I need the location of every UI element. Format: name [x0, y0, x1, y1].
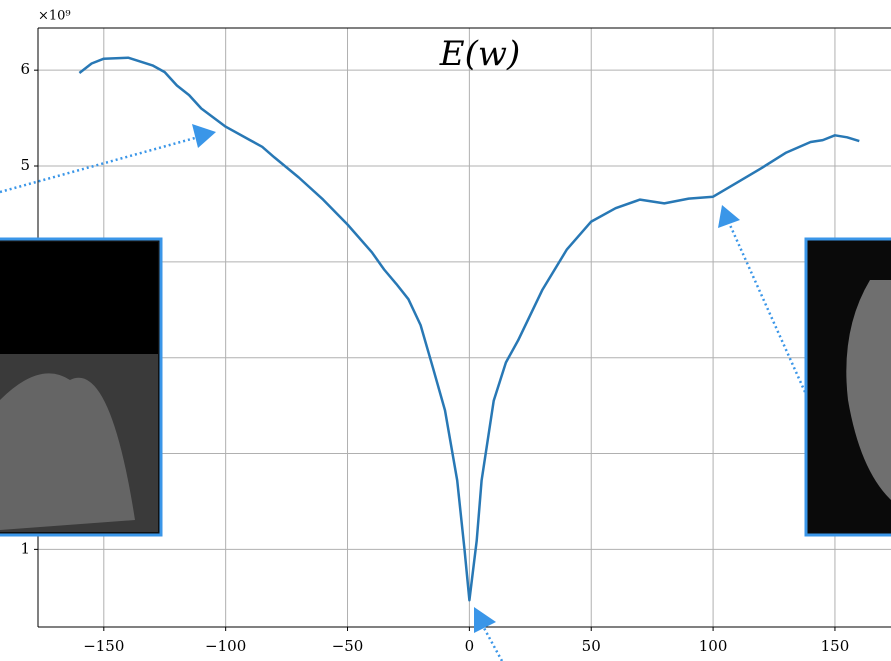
inset-dark [0, 242, 158, 354]
chart-title: E(w) [439, 34, 520, 74]
y-tick-label: 5 [20, 156, 30, 174]
arrow-head [474, 607, 496, 633]
x-tick-label: 150 [821, 637, 850, 655]
inset-anatomy [0, 373, 135, 530]
y-exponent: ×10⁹ [38, 9, 71, 24]
arrow-head [192, 124, 216, 148]
x-tick-label: −100 [205, 637, 246, 655]
inset-anatomy [846, 280, 891, 500]
x-tick-label: −50 [332, 637, 364, 655]
arrow [482, 627, 504, 661]
arrow [728, 224, 807, 393]
y-tick-label: 1 [20, 539, 30, 557]
arrows [0, 124, 807, 661]
y-tick-label: 6 [20, 60, 30, 78]
data [78, 56, 860, 602]
arrow-head [718, 205, 740, 228]
x-tick-label: 0 [465, 637, 475, 655]
line [78, 56, 860, 602]
arrow [0, 136, 196, 194]
x-tick-label: −150 [83, 637, 124, 655]
insets [0, 237, 891, 537]
x-tick-label: 100 [699, 637, 728, 655]
x-tick-label: 50 [582, 637, 601, 655]
